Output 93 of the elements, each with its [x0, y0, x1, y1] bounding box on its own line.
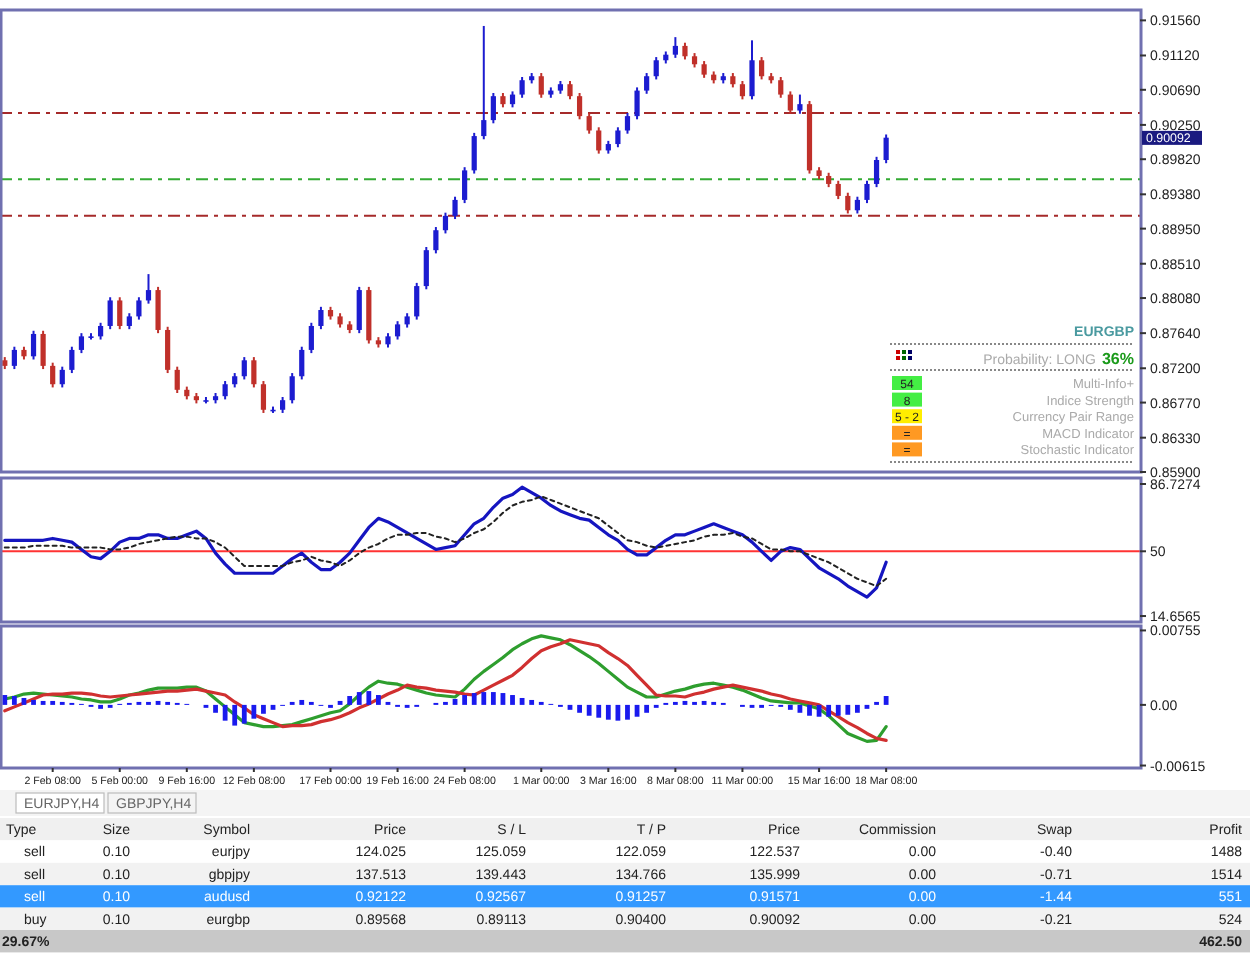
bar — [644, 704, 650, 713]
candlestick — [883, 133, 889, 165]
bar — [596, 704, 602, 718]
candlestick — [567, 80, 573, 101]
candlestick — [107, 296, 113, 331]
bar — [605, 704, 611, 720]
candlestick — [289, 372, 295, 405]
bar — [471, 693, 477, 705]
candlestick — [11, 345, 17, 371]
bar — [213, 704, 218, 713]
candlestick — [155, 285, 161, 335]
candlestick — [653, 56, 659, 81]
bar — [807, 704, 812, 716]
bar — [586, 704, 592, 716]
candlestick — [136, 296, 142, 321]
candlestick — [596, 126, 602, 155]
candlestick — [490, 91, 496, 125]
line-series — [3, 485, 888, 599]
bar — [31, 699, 36, 705]
bar — [241, 704, 247, 724]
bar — [519, 697, 525, 705]
bar — [854, 704, 860, 713]
bar — [577, 704, 582, 713]
candlestick — [739, 80, 746, 101]
candlestick — [433, 226, 439, 255]
bar — [835, 704, 841, 716]
candlestick — [318, 305, 324, 331]
candlestick — [414, 281, 420, 321]
candlestick — [78, 332, 85, 355]
candlestick — [787, 90, 793, 115]
bar — [510, 695, 515, 705]
candlestick — [165, 325, 171, 375]
bar — [826, 704, 832, 717]
candlestick — [615, 126, 621, 149]
candlestick — [873, 155, 880, 189]
candlestick — [481, 24, 487, 141]
bar — [347, 696, 353, 705]
candlestick — [299, 345, 305, 381]
bar — [251, 704, 257, 719]
candlestick — [241, 356, 247, 381]
candlestick — [40, 329, 46, 371]
bar — [299, 699, 305, 705]
bar — [845, 704, 851, 715]
candlestick — [672, 36, 678, 59]
bar — [356, 692, 362, 705]
candlestick — [251, 356, 257, 389]
candlestick — [759, 56, 765, 81]
candlestick — [538, 72, 544, 99]
candlestick — [59, 365, 65, 389]
candlestick — [308, 321, 314, 355]
candlestick — [634, 86, 640, 121]
bar — [222, 704, 228, 721]
candlestick — [69, 345, 75, 375]
candlestick — [644, 72, 650, 95]
candlestick — [749, 39, 755, 101]
candlestick — [117, 296, 123, 331]
candlestick — [845, 191, 851, 215]
bar — [529, 699, 535, 705]
line-series — [3, 495, 888, 588]
bar — [261, 704, 266, 714]
candlestick — [222, 380, 228, 401]
candlestick — [576, 91, 583, 121]
candlestick — [394, 320, 401, 341]
bar — [462, 695, 468, 705]
bar — [615, 704, 621, 721]
bar — [883, 696, 889, 705]
candlestick — [30, 329, 37, 361]
candlestick — [519, 76, 525, 99]
bar — [11, 696, 17, 705]
bar — [787, 704, 793, 710]
annotation: 36% — [1101, 350, 1134, 368]
bar — [625, 704, 630, 720]
bar — [376, 695, 381, 705]
candlestick — [452, 195, 458, 221]
candlestick — [835, 179, 841, 201]
bar — [232, 704, 238, 726]
candlestick — [624, 111, 631, 135]
candlestick — [864, 179, 870, 205]
candlestick — [797, 93, 803, 115]
candlestick — [174, 365, 180, 395]
candlestick — [50, 361, 56, 389]
bar — [481, 692, 487, 705]
candlestick — [462, 166, 468, 205]
candlestick — [442, 211, 449, 235]
candlestick — [145, 273, 152, 305]
bar — [366, 691, 372, 705]
candlestick — [356, 285, 362, 335]
candlestick — [423, 245, 429, 291]
candlestick — [586, 111, 592, 135]
candlestick — [471, 131, 477, 175]
candlestick — [260, 380, 267, 414]
bar — [490, 692, 496, 705]
candlestick — [778, 76, 784, 99]
